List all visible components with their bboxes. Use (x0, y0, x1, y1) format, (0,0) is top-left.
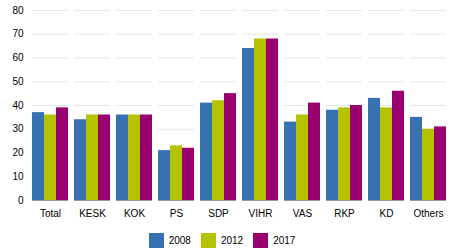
svg-text:KD: KD (380, 208, 394, 219)
svg-text:80: 80 (12, 5, 24, 16)
svg-text:VAS: VAS (293, 208, 313, 219)
svg-text:0: 0 (18, 195, 24, 206)
svg-text:60: 60 (12, 52, 24, 63)
svg-text:VIHR: VIHR (249, 208, 273, 219)
html-text:2008: 2008 (168, 235, 191, 246)
html-text:2012: 2012 (220, 235, 244, 246)
svg-text:70: 70 (12, 28, 24, 39)
svg-text:Others: Others (413, 208, 443, 219)
html-text:2017: 2017 (273, 235, 296, 246)
svg-text:KOK: KOK (124, 208, 145, 219)
svg-text:Total: Total (40, 208, 61, 219)
svg-text:KESK: KESK (79, 208, 106, 219)
svg-text:30: 30 (12, 123, 24, 134)
svg-text:RKP: RKP (334, 208, 355, 219)
svg-text:PS: PS (170, 208, 184, 219)
svg-text:50: 50 (12, 76, 24, 87)
svg-text:SDP: SDP (208, 208, 229, 219)
svg-text:10: 10 (12, 171, 24, 182)
svg-text:40: 40 (12, 100, 24, 111)
svg-text:20: 20 (12, 147, 24, 158)
